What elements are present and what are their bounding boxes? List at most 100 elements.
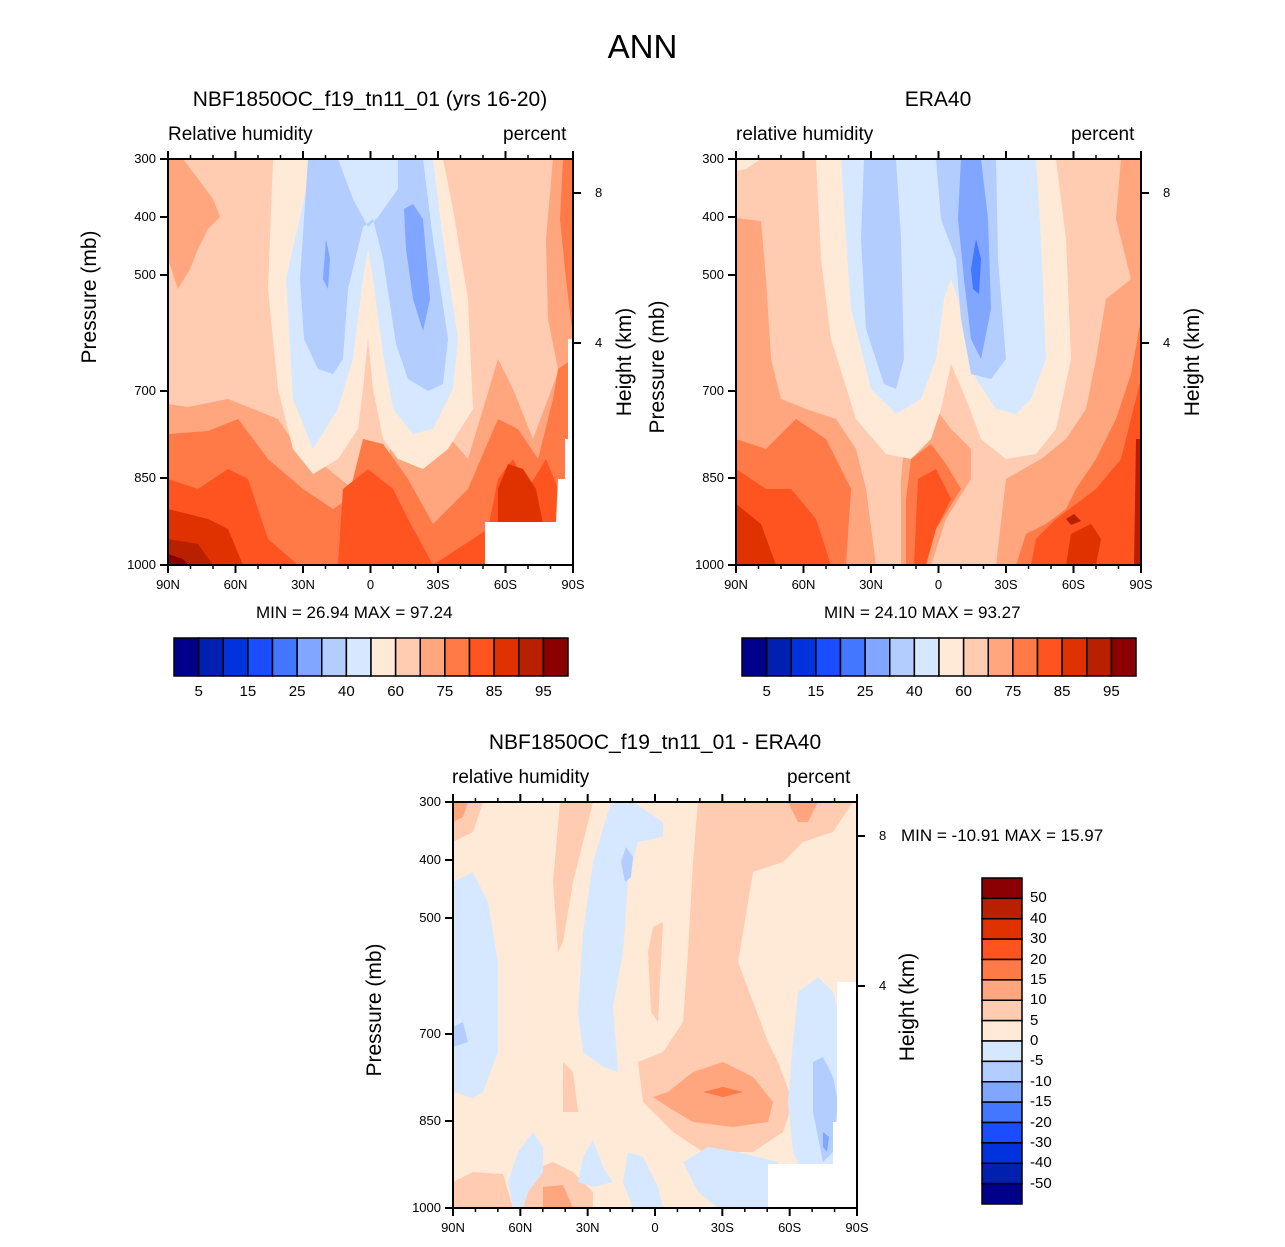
y-tick-label: 500 — [702, 267, 724, 282]
contour-level — [168, 459, 563, 565]
colorbar-label: 5 — [194, 683, 203, 700]
x-tick-label: 60N — [223, 577, 248, 592]
contour-level — [736, 159, 851, 565]
y-axis-label-right: Height (km) — [896, 952, 919, 1062]
y-tick-label: 1000 — [412, 1200, 441, 1215]
colorbar-label: 85 — [485, 683, 503, 700]
height-tick-label: 4 — [879, 978, 887, 993]
colorbar-box — [981, 938, 1023, 961]
height-tick-label: 8 — [595, 185, 603, 200]
contour-plot — [452, 801, 858, 1209]
colorbar-label: 75 — [1004, 683, 1022, 700]
x-tick-label: 30S — [426, 577, 450, 592]
contour-level — [971, 239, 981, 294]
contour-level — [648, 922, 663, 1022]
left-string: relative humidity — [452, 767, 590, 788]
panel-title: ERA40 — [904, 88, 972, 111]
min-max-label: MIN = 26.94 MAX = 97.24 — [256, 603, 453, 622]
colorbar-box — [542, 637, 569, 677]
contour-level — [168, 159, 220, 289]
colorbar-box — [271, 637, 298, 677]
colorbar-box — [839, 637, 866, 677]
colorbar-box — [987, 637, 1014, 677]
colorbar-box — [981, 1060, 1023, 1083]
colorbar-box — [981, 1081, 1023, 1103]
height-tick-label: 8 — [1163, 185, 1171, 200]
contour-level — [453, 1022, 468, 1047]
right-string: percent — [1071, 124, 1135, 145]
colorbar-box — [419, 637, 446, 677]
colorbar-box — [1110, 637, 1137, 677]
contour-level — [823, 1132, 829, 1152]
x-tick-label: 30S — [710, 1220, 734, 1235]
colorbar-label: -40 — [1030, 1154, 1052, 1172]
contour-level — [736, 159, 761, 171]
colorbar-box — [981, 877, 1023, 900]
colorbar-box — [981, 1121, 1023, 1144]
contour-level — [703, 1087, 743, 1097]
contour-level — [621, 847, 633, 882]
x-tick-label: 90N — [156, 577, 180, 592]
colorbar-box — [981, 1142, 1023, 1164]
colorbar-box — [981, 958, 1023, 981]
y-tick-label: 400 — [702, 209, 724, 224]
x-tick-label: 90S — [561, 577, 585, 592]
colorbar-box — [889, 637, 916, 677]
y-tick-label: 850 — [134, 470, 156, 485]
x-tick-label: 0 — [651, 1220, 659, 1235]
colorbar-label: 60 — [387, 683, 404, 700]
colorbar-box — [765, 637, 792, 677]
x-tick-label: 30S — [994, 577, 1018, 592]
colorbar-label: 85 — [1053, 683, 1071, 700]
left-string: relative humidity — [736, 124, 874, 145]
x-tick-label: 0 — [934, 577, 943, 592]
y-tick-label: 300 — [702, 151, 724, 166]
left-string: Relative humidity — [168, 124, 313, 145]
contour-level — [914, 469, 951, 565]
colorbar-box — [394, 637, 421, 677]
y-tick-label: 1000 — [695, 557, 724, 572]
x-tick-label: 90S — [845, 1220, 869, 1235]
colorbar-box — [173, 637, 200, 677]
colorbar-label: -10 — [1030, 1072, 1052, 1090]
colorbar-label: 95 — [535, 683, 552, 700]
y-tick-label: 300 — [134, 151, 156, 166]
colorbar-label: 5 — [1030, 1011, 1039, 1029]
colorbar-box — [815, 637, 842, 677]
colorbar-box — [962, 637, 989, 677]
contour-level — [543, 1185, 573, 1208]
x-tick-label: 60S — [493, 577, 518, 592]
colorbar-box — [981, 1182, 1023, 1205]
y-tick-label: 500 — [134, 267, 156, 282]
x-tick-label: 30N — [291, 577, 315, 592]
colorbar-box — [981, 1040, 1023, 1063]
contour-plot — [167, 158, 574, 566]
contour-level — [638, 802, 853, 1152]
colorbar-label: 50 — [1030, 889, 1047, 907]
colorbar-label: -50 — [1030, 1174, 1052, 1192]
contour-level — [508, 1132, 783, 1208]
colorbar-label: 10 — [1030, 991, 1047, 1009]
x-tick-label: 60N — [791, 577, 816, 592]
right-string: percent — [503, 124, 567, 145]
height-tick-label: 4 — [595, 335, 603, 350]
colorbar-label: 95 — [1103, 683, 1120, 700]
min-max-label: MIN = -10.91 MAX = 15.97 — [901, 826, 1104, 845]
colorbar-label: 40 — [906, 683, 923, 700]
colorbar-label: 30 — [1030, 930, 1047, 948]
colorbar-box — [913, 637, 940, 677]
colorbar-box — [197, 637, 224, 677]
missing-data — [768, 982, 857, 1208]
contour-plot — [735, 158, 1142, 566]
colorbar-label: -15 — [1030, 1093, 1052, 1111]
contour-level — [323, 204, 430, 331]
colorbar-box — [1061, 637, 1088, 677]
colorbar-box — [981, 1101, 1023, 1124]
right-string: percent — [787, 767, 851, 788]
contour-level — [453, 802, 468, 822]
y-tick-label: 400 — [134, 209, 156, 224]
colorbar-diff — [981, 877, 1023, 1205]
colorbar-label: 15 — [1030, 970, 1047, 988]
colorbar-box — [1086, 637, 1113, 677]
